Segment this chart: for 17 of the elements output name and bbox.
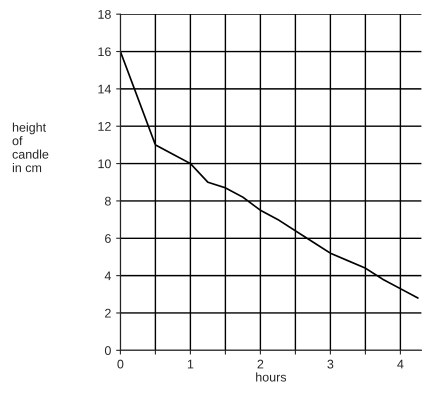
x-tick-label: 4 <box>397 360 404 368</box>
y-tick-label: 12 <box>98 122 111 131</box>
y-tick-label: 0 <box>104 346 111 355</box>
x-tick-label: 2 <box>258 360 264 368</box>
y-tick-label: 6 <box>105 234 111 243</box>
y-axis-title: height of candle in cm <box>12 122 48 172</box>
x-tick-label: 3 <box>327 360 334 369</box>
y-tick-label: 18 <box>98 10 111 19</box>
x-tick-label: 0 <box>117 360 124 369</box>
y-tick-label: 16 <box>98 47 111 56</box>
y-tick-label: 4 <box>104 272 112 280</box>
y-tick-label: 10 <box>98 159 111 168</box>
x-tick-label: 1 <box>188 360 194 368</box>
x-axis-title: hours <box>256 372 286 382</box>
y-tick-label: 8 <box>104 196 111 206</box>
y-tick-label: 2 <box>105 308 111 318</box>
y-tick-label: 14 <box>98 84 112 94</box>
